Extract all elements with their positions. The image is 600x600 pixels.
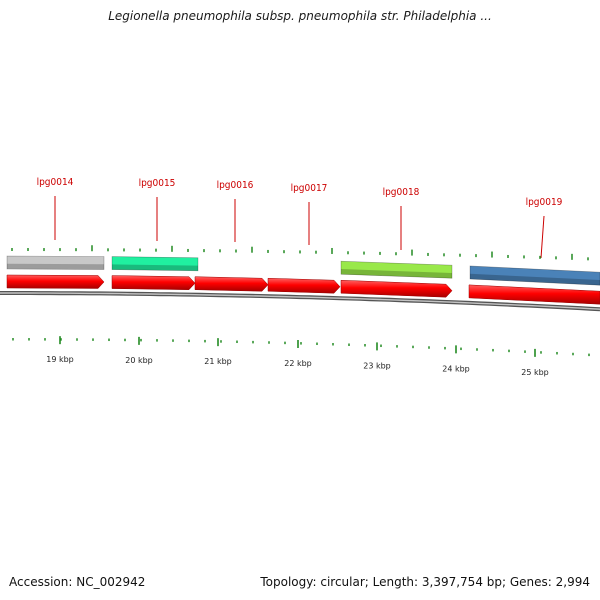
gene-label-lpg0017[interactable]: lpg0017: [291, 183, 328, 194]
strand-arrow-2[interactable]: [111, 275, 196, 290]
gene-bar-lpg0015[interactable]: [111, 256, 199, 272]
strand-arrow-4[interactable]: [267, 277, 341, 294]
gene-bar-lpg0019[interactable]: [469, 265, 600, 286]
gene-bar-lpg0018[interactable]: [340, 260, 453, 279]
strand-arrow-1[interactable]: [6, 274, 105, 289]
genome-title: Legionella pneumophila subsp. pneumophil…: [108, 9, 492, 23]
ruler-label: 19 kbp: [46, 355, 74, 364]
gene-bar-shade-lpg0015: [112, 264, 198, 271]
gene-label-lpg0018[interactable]: lpg0018: [383, 187, 420, 198]
ruler-label: 21 kbp: [204, 357, 232, 366]
ruler-label: 20 kbp: [125, 356, 153, 365]
gene-label-lpg0015[interactable]: lpg0015: [139, 178, 176, 189]
gene-bar-shade-lpg0019: [470, 273, 600, 286]
genome-backbone-highlight: [0, 292, 600, 310]
gene-bar-shade-lpg0014: [7, 263, 104, 270]
gene-bar-lpg0014[interactable]: [6, 255, 105, 270]
gene-label-lpg0019[interactable]: lpg0019: [526, 197, 563, 208]
genome-summary: Topology: circular; Length: 3,397,754 bp…: [260, 575, 590, 589]
strand-arrow-6[interactable]: [468, 284, 600, 305]
gene-label-lpg0016[interactable]: lpg0016: [217, 180, 254, 191]
ruler-label: 24 kbp: [442, 364, 470, 373]
ruler-label: 25 kbp: [521, 368, 549, 377]
strand-arrow-5[interactable]: [340, 279, 453, 298]
accession-label: Accession: NC_002942: [9, 575, 146, 589]
gene-bar-shade-lpg0018: [341, 269, 452, 279]
strand-arrow-3[interactable]: [194, 276, 269, 292]
leader-line-lpg0019: [540, 215, 545, 259]
ruler-label: 23 kbp: [363, 361, 391, 370]
gene-label-lpg0014[interactable]: lpg0014: [37, 177, 74, 188]
ruler-label: 22 kbp: [284, 359, 312, 368]
